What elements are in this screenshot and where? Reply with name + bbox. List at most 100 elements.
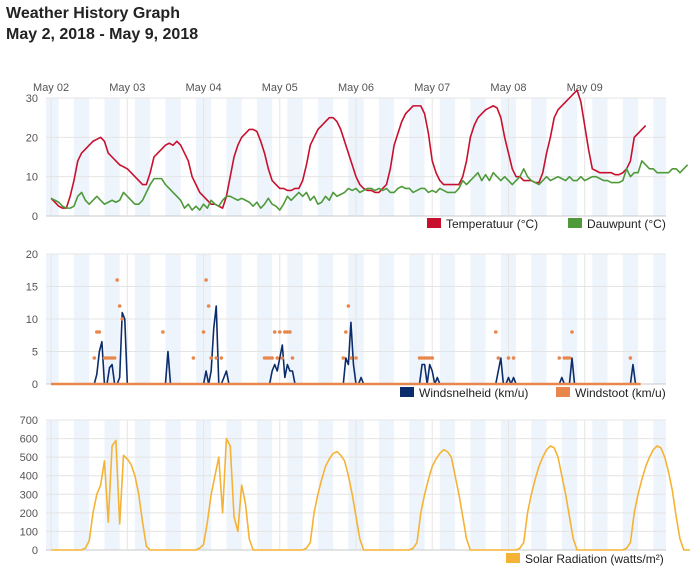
legend-label: Temperatuur (°C) xyxy=(446,217,538,231)
series-2-2-point xyxy=(346,304,351,308)
y-tick-label: 300 xyxy=(20,489,38,501)
background-band xyxy=(317,98,334,216)
series-2-2-point xyxy=(219,356,224,360)
series-2-2-point xyxy=(209,356,213,360)
legend-swatch xyxy=(568,218,582,228)
legend-swatch xyxy=(556,387,570,397)
background-band xyxy=(409,98,425,216)
series-2-2-point xyxy=(493,330,498,334)
legend-label: Dauwpunt (°C) xyxy=(587,217,666,231)
series-2-2-point xyxy=(341,356,346,360)
series-2-2-point xyxy=(277,330,282,334)
series-2-2-point xyxy=(425,356,429,360)
series-2-2-point xyxy=(204,278,208,282)
series-2-2-point xyxy=(112,356,117,360)
chart-panel-3: 0 100 200 300 400 500 600 700 Solar Radiation (w… xyxy=(20,415,690,566)
series-1-2-line xyxy=(50,160,689,211)
y-tick-label: 700 xyxy=(20,415,38,427)
series-2-2-point xyxy=(288,330,292,334)
background-band xyxy=(561,420,578,550)
series-2-2-point xyxy=(120,317,125,321)
series-2-2-point xyxy=(557,356,562,360)
series-2-2-point xyxy=(430,356,435,360)
series-2-2-point xyxy=(422,356,427,360)
legend-label: Solar Radiation (watts/m²) xyxy=(525,552,664,566)
series-2-2-point xyxy=(565,356,569,360)
series-2-2-point xyxy=(272,330,277,334)
background-band xyxy=(134,420,151,550)
background-band xyxy=(134,98,151,216)
series-2-2-point xyxy=(290,356,295,360)
y-tick-label: 500 xyxy=(20,452,38,464)
background-band xyxy=(46,98,59,216)
background-band xyxy=(653,98,666,216)
background-band xyxy=(317,420,334,550)
y-tick-label: 100 xyxy=(20,526,38,538)
y-tick-label: 600 xyxy=(20,434,38,446)
y-tick-label: 200 xyxy=(20,508,38,520)
series-2-2-point xyxy=(206,304,211,308)
background-band xyxy=(470,98,486,216)
x-tick-label: May 06 xyxy=(338,82,374,94)
series-2-2-point xyxy=(95,330,99,334)
background-band xyxy=(287,420,303,550)
series-2-2-point xyxy=(285,330,290,334)
background-band xyxy=(439,98,456,216)
page-subtitle: May 2, 2018 - May 9, 2018 xyxy=(6,26,199,43)
x-tick-label: May 04 xyxy=(186,82,222,94)
x-tick-label: May 08 xyxy=(490,82,526,94)
series-2-2-point xyxy=(562,356,567,360)
x-tick-label: May 07 xyxy=(414,82,450,94)
series-2-2-point xyxy=(107,356,112,360)
series-2-2-point xyxy=(102,356,107,360)
series-3-1-line xyxy=(51,437,690,551)
background-band xyxy=(592,420,608,550)
series-2-2-point xyxy=(354,356,358,360)
series-2-2-point xyxy=(161,330,165,334)
background-band xyxy=(73,98,90,216)
y-tick-label: 0 xyxy=(32,379,38,391)
y-tick-label: 5 xyxy=(32,347,38,359)
background-band xyxy=(653,420,666,550)
series-2-2-point xyxy=(506,356,511,360)
legend-label: Windstoot (km/u) xyxy=(575,386,666,400)
background-band xyxy=(531,98,547,216)
series-2-2-point xyxy=(201,330,206,334)
series-2-2-point xyxy=(214,356,219,360)
background-band xyxy=(226,420,242,550)
series-2-2-point xyxy=(191,356,196,360)
page-title: Weather History Graph xyxy=(6,5,180,22)
series-2-2-point xyxy=(117,304,122,308)
background-band xyxy=(439,420,456,550)
series-2-2-point xyxy=(511,356,516,360)
y-tick-label: 10 xyxy=(26,172,38,184)
background-band xyxy=(622,420,639,550)
y-tick-label: 15 xyxy=(26,282,38,294)
series-2-2-point xyxy=(496,356,501,360)
background-band xyxy=(287,98,303,216)
series-2-2-point xyxy=(420,356,424,360)
legend-swatch xyxy=(400,387,414,397)
background-band xyxy=(256,98,273,216)
series-2-2-point xyxy=(267,356,272,360)
background-band xyxy=(165,98,181,216)
background-band xyxy=(561,98,578,216)
background-band xyxy=(409,420,425,550)
background-band xyxy=(46,420,59,550)
series-2-2-point xyxy=(110,356,114,360)
legend-swatch xyxy=(427,218,441,228)
x-tick-label: May 05 xyxy=(262,82,298,94)
series-2-2-point xyxy=(265,356,269,360)
series-2-2-point xyxy=(262,356,267,360)
series-1-1-line xyxy=(50,89,647,209)
background-band xyxy=(592,98,608,216)
y-tick-label: 30 xyxy=(26,93,38,105)
series-2-2-point xyxy=(283,330,287,334)
background-band xyxy=(531,420,547,550)
series-2-2-point xyxy=(275,356,280,360)
y-tick-label: 10 xyxy=(26,314,38,326)
series-2-2-point xyxy=(349,356,353,360)
series-2-2-point xyxy=(344,330,348,334)
background-band xyxy=(470,420,486,550)
